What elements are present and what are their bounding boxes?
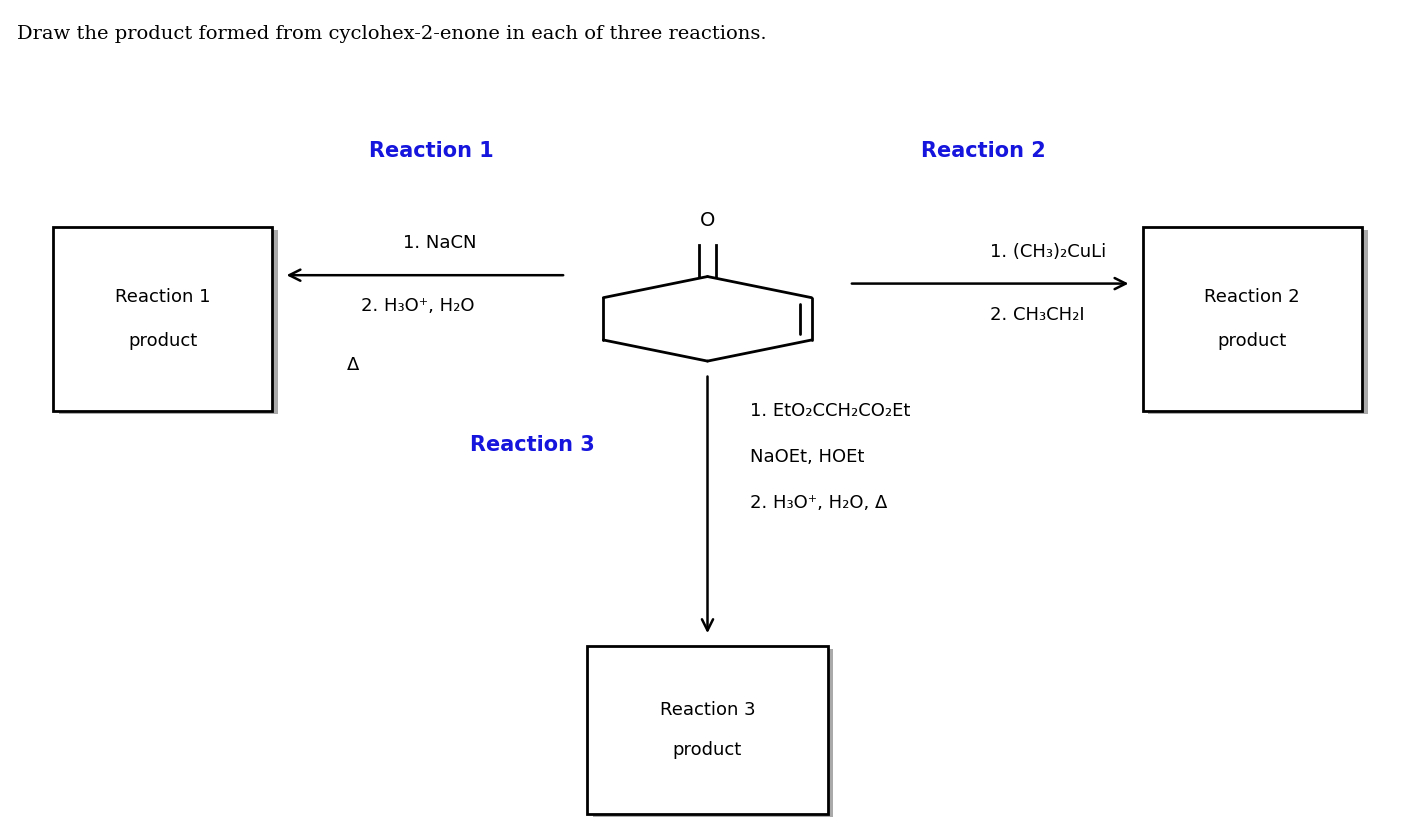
Text: Reaction 1: Reaction 1 (369, 141, 494, 161)
Text: Reaction 3: Reaction 3 (470, 435, 594, 455)
Text: 2. CH₃CH₂I: 2. CH₃CH₂I (990, 305, 1085, 324)
Text: Reaction 1: Reaction 1 (115, 288, 211, 305)
Text: Reaction 2: Reaction 2 (921, 141, 1046, 161)
Text: product: product (674, 741, 741, 759)
Text: product: product (129, 332, 197, 350)
Text: NaOEt, HOEt: NaOEt, HOEt (750, 448, 865, 466)
Text: Draw the product formed from cyclohex-2-enone in each of three reactions.: Draw the product formed from cyclohex-2-… (17, 25, 767, 43)
Text: 1. NaCN: 1. NaCN (403, 234, 477, 253)
Bar (593, 649, 833, 817)
Bar (54, 227, 272, 411)
Text: product: product (1218, 332, 1286, 350)
Text: 1. (CH₃)₂CuLi: 1. (CH₃)₂CuLi (990, 242, 1107, 261)
Bar (587, 646, 828, 814)
Text: Δ: Δ (347, 356, 359, 374)
Text: Reaction 3: Reaction 3 (659, 701, 756, 719)
Bar (59, 230, 277, 414)
Text: 1. EtO₂CCH₂CO₂Et: 1. EtO₂CCH₂CO₂Et (750, 402, 910, 420)
Text: O: O (700, 211, 715, 230)
Bar (1142, 227, 1361, 411)
Text: 2. H₃O⁺, H₂O: 2. H₃O⁺, H₂O (361, 297, 474, 315)
Text: Reaction 2: Reaction 2 (1204, 288, 1300, 305)
Text: 2. H₃O⁺, H₂O, Δ: 2. H₃O⁺, H₂O, Δ (750, 494, 887, 513)
Bar (1149, 230, 1367, 414)
